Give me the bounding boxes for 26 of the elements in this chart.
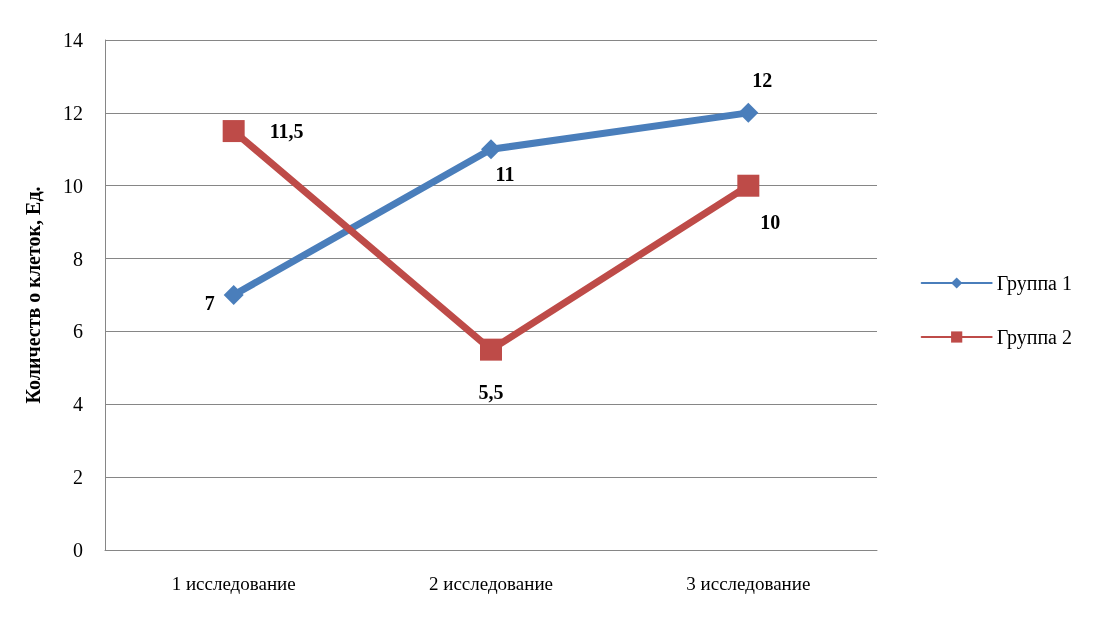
y-tick-label: 6 [73, 320, 83, 343]
y-tick-label: 4 [73, 393, 83, 416]
data-label: 5,5 [478, 380, 504, 403]
legend-label: Группа 2 [996, 326, 1073, 349]
point [223, 285, 244, 305]
y-tick-label: 14 [63, 29, 83, 51]
point [738, 102, 759, 123]
legend-label: Группа 1 [996, 272, 1073, 295]
point [737, 174, 760, 197]
y-tick-label: 0 [73, 539, 83, 561]
data-label: 10 [760, 210, 781, 233]
data-label: 11 [495, 163, 515, 186]
data-label: 7 [204, 292, 215, 314]
y-tick-label: 12 [63, 101, 83, 124]
x-tick-label: 1 исследование [171, 573, 296, 594]
x-tick-label: 2 исследование [428, 573, 554, 594]
data-label: 11,5 [269, 120, 304, 143]
point [222, 120, 245, 143]
y-tick-label: 10 [63, 174, 83, 197]
y-tick-label: 8 [73, 247, 83, 270]
y-tick-label: 2 [73, 466, 83, 489]
x-tick-label: 3 исследование [686, 573, 811, 594]
data-label: 12 [752, 68, 773, 91]
point [480, 338, 502, 361]
y-axis-title: Количеств о клеток, Ед. [22, 186, 44, 404]
point [481, 139, 501, 160]
